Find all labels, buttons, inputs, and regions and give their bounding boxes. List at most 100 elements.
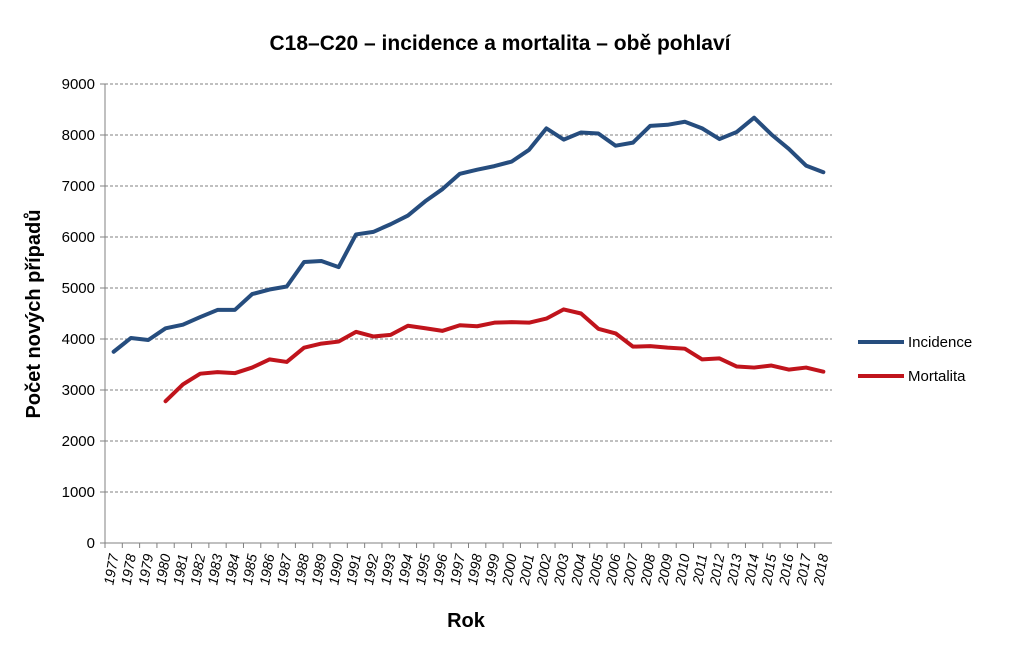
- data-point-incidence: [821, 170, 825, 174]
- y-tick-label: 5000: [62, 280, 95, 297]
- data-point-incidence: [579, 130, 583, 134]
- y-tick-label: 9000: [62, 76, 95, 93]
- gridlines: [105, 83, 832, 493]
- x-tick-label: 2018: [810, 553, 831, 588]
- data-point-incidence: [423, 199, 427, 203]
- data-point-mortalita: [302, 346, 306, 350]
- data-point-mortalita: [614, 331, 618, 335]
- data-point-incidence: [562, 138, 566, 142]
- y-tick-label: 1000: [62, 484, 95, 501]
- data-point-incidence: [250, 292, 254, 296]
- data-point-incidence: [458, 172, 462, 176]
- data-point-incidence: [389, 222, 393, 226]
- data-point-incidence: [475, 168, 479, 172]
- legend: Incidence Mortalita: [858, 334, 972, 385]
- x-tick-label: 2013: [723, 553, 744, 588]
- x-tick-label: 1986: [256, 553, 277, 587]
- x-tick-label: 1990: [325, 553, 346, 587]
- y-tick-label: 8000: [62, 127, 95, 144]
- data-point-incidence: [492, 164, 496, 168]
- data-point-mortalita: [579, 312, 583, 315]
- x-tick-label: 2002: [533, 553, 554, 588]
- data-point-incidence: [371, 230, 375, 234]
- data-point-mortalita: [250, 366, 254, 370]
- data-point-incidence: [769, 132, 773, 136]
- x-tick-label: 2016: [775, 553, 796, 588]
- data-point-mortalita: [475, 324, 479, 328]
- data-point-mortalita: [458, 323, 462, 327]
- data-point-incidence: [510, 160, 514, 164]
- data-point-mortalita: [441, 329, 445, 333]
- data-point-mortalita: [821, 370, 825, 374]
- x-tick-label: 2005: [585, 553, 606, 588]
- data-point-mortalita: [666, 346, 670, 350]
- x-tick-label: 1977: [100, 552, 121, 587]
- x-tick-label: 1983: [204, 553, 225, 587]
- data-point-mortalita: [648, 344, 652, 348]
- data-point-incidence: [129, 336, 133, 340]
- data-point-mortalita: [406, 324, 410, 328]
- data-point-mortalita: [717, 356, 721, 360]
- data-point-mortalita: [337, 340, 341, 344]
- data-point-mortalita: [735, 365, 739, 369]
- data-point-mortalita: [423, 326, 427, 330]
- x-tick-label: 2017: [793, 552, 815, 588]
- x-tick-label: 1981: [170, 553, 191, 586]
- data-point-mortalita: [233, 371, 237, 375]
- data-point-incidence: [198, 315, 202, 319]
- x-tick-label: 2009: [654, 553, 675, 588]
- x-tick-label: 1984: [222, 553, 243, 587]
- data-point-incidence: [683, 120, 687, 124]
- data-point-incidence: [181, 323, 185, 327]
- data-point-incidence: [146, 338, 150, 342]
- y-axis-title: Počet nových případů: [23, 210, 45, 419]
- x-tick-label: 1989: [308, 553, 329, 587]
- x-tick-label: 2011: [689, 553, 710, 586]
- data-point-mortalita: [787, 368, 791, 372]
- y-tick-label: 7000: [62, 178, 95, 195]
- data-point-mortalita: [198, 372, 202, 376]
- data-point-incidence: [302, 260, 306, 264]
- data-point-incidence: [648, 124, 652, 128]
- data-point-incidence: [631, 141, 635, 145]
- data-point-incidence: [164, 326, 168, 330]
- x-tick-label: 1995: [412, 553, 433, 587]
- x-tick-label: 1997: [447, 552, 468, 587]
- x-tick-label: 1994: [395, 553, 416, 587]
- data-point-incidence: [596, 131, 600, 135]
- data-point-mortalita: [371, 334, 375, 338]
- data-point-incidence: [441, 187, 445, 191]
- data-point-mortalita: [216, 370, 220, 374]
- x-tick-label: 1982: [187, 553, 208, 587]
- x-tick-label: 1979: [135, 553, 156, 587]
- x-tick-label: 2001: [516, 553, 537, 587]
- data-point-incidence: [752, 116, 756, 120]
- x-tick-labels: 1977197819791980198119821983198419851986…: [100, 543, 831, 587]
- data-point-mortalita: [319, 342, 323, 346]
- data-point-incidence: [544, 126, 548, 130]
- data-point-mortalita: [769, 364, 773, 368]
- x-tick-label: 1998: [464, 553, 485, 587]
- data-point-mortalita: [285, 360, 289, 364]
- data-point-incidence: [735, 130, 739, 134]
- x-tick-label: 2015: [758, 553, 779, 588]
- data-point-incidence: [267, 288, 271, 292]
- data-point-mortalita: [354, 330, 358, 334]
- data-point-mortalita: [562, 307, 566, 311]
- legend-label-mortalita: Mortalita: [908, 368, 966, 385]
- data-point-incidence: [804, 164, 808, 168]
- data-point-mortalita: [492, 321, 496, 325]
- x-tick-label: 1980: [152, 553, 173, 587]
- y-tick-label: 2000: [62, 433, 95, 450]
- x-tick-label: 1978: [118, 553, 139, 587]
- x-tick-label: 1999: [481, 553, 502, 587]
- y-tick-label: 6000: [62, 229, 95, 246]
- data-point-mortalita: [544, 317, 548, 321]
- data-point-incidence: [216, 308, 220, 312]
- data-point-incidence: [787, 147, 791, 151]
- legend-label-incidence: Incidence: [908, 334, 972, 351]
- x-tick-label: 2010: [671, 553, 692, 588]
- x-tick-label: 1992: [360, 553, 381, 587]
- data-point-mortalita: [700, 357, 704, 361]
- x-tick-label: 2007: [620, 552, 642, 588]
